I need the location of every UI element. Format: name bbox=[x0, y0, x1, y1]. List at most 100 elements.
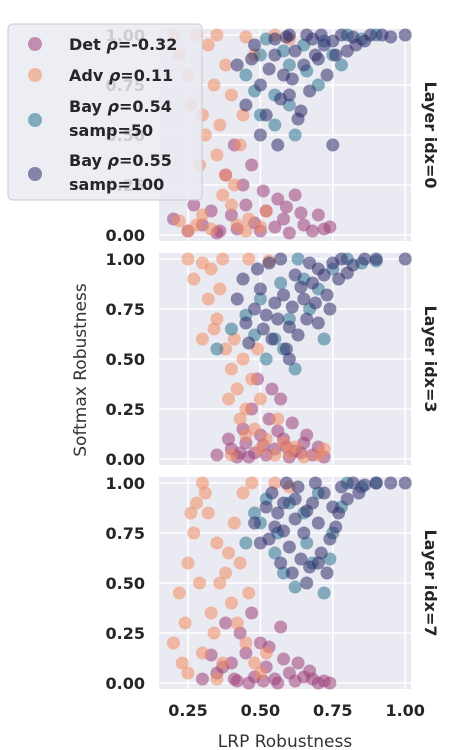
point-bay100 bbox=[248, 38, 262, 52]
point-adv bbox=[216, 188, 230, 202]
point-adv bbox=[239, 636, 253, 650]
point-adv bbox=[213, 118, 227, 132]
point-adv bbox=[253, 220, 267, 234]
point-det bbox=[233, 626, 247, 640]
point-adv bbox=[242, 586, 256, 600]
point-adv bbox=[224, 448, 238, 462]
point-adv bbox=[259, 432, 273, 446]
point-bay100 bbox=[294, 104, 308, 118]
point-adv bbox=[242, 252, 256, 266]
point-bay100 bbox=[274, 252, 288, 266]
point-bay100 bbox=[279, 476, 293, 490]
point-adv bbox=[213, 576, 227, 590]
point-adv bbox=[210, 312, 224, 326]
point-adv bbox=[195, 476, 209, 490]
legend-label-value: =0.11 bbox=[120, 66, 173, 85]
y-tick-label: 0.00 bbox=[106, 674, 145, 693]
point-adv bbox=[224, 198, 238, 212]
point-adv bbox=[198, 486, 212, 500]
point-adv bbox=[253, 666, 267, 680]
point-adv bbox=[187, 526, 201, 540]
point-adv bbox=[201, 506, 215, 520]
x-tick-label: 0.50 bbox=[241, 701, 280, 720]
point-det bbox=[282, 226, 296, 240]
point-det bbox=[303, 664, 317, 678]
point-bay100 bbox=[314, 546, 328, 560]
point-adv bbox=[216, 252, 230, 266]
point-bay100 bbox=[334, 480, 348, 494]
point-bay100 bbox=[369, 476, 383, 490]
point-det bbox=[245, 606, 259, 620]
point-bay100 bbox=[349, 38, 363, 52]
point-bay100 bbox=[245, 52, 259, 66]
point-adv bbox=[216, 656, 230, 670]
y-tick-label: 0.25 bbox=[106, 624, 145, 643]
point-bay100 bbox=[271, 138, 285, 152]
point-bay50 bbox=[291, 252, 305, 266]
point-adv bbox=[227, 332, 241, 346]
point-bay100 bbox=[369, 252, 383, 266]
point-adv bbox=[239, 428, 253, 442]
point-bay100 bbox=[323, 302, 337, 316]
point-adv bbox=[181, 252, 195, 266]
point-det bbox=[224, 208, 238, 222]
point-det bbox=[288, 188, 302, 202]
legend-label-value: =-0.32 bbox=[118, 35, 178, 54]
y-tick-label: 0.75 bbox=[106, 300, 145, 319]
point-det bbox=[300, 428, 314, 442]
point-bay100 bbox=[262, 62, 276, 76]
panel-points bbox=[181, 252, 412, 464]
point-adv bbox=[239, 402, 253, 416]
point-adv bbox=[233, 138, 247, 152]
point-bay50 bbox=[268, 546, 282, 560]
point-adv bbox=[227, 516, 241, 530]
legend-item: Bay ρ=0.55 samp=100 bbox=[28, 151, 172, 194]
point-bay100 bbox=[308, 48, 322, 62]
point-bay100 bbox=[268, 48, 282, 62]
point-bay100 bbox=[265, 332, 279, 346]
point-adv bbox=[181, 666, 195, 680]
point-bay100 bbox=[346, 476, 360, 490]
point-adv bbox=[236, 486, 250, 500]
point-det bbox=[271, 424, 285, 438]
point-adv bbox=[224, 596, 238, 610]
point-adv bbox=[317, 442, 331, 456]
point-bay100 bbox=[262, 532, 276, 546]
point-adv bbox=[213, 282, 227, 296]
point-adv bbox=[259, 646, 273, 660]
point-bay100 bbox=[259, 500, 273, 514]
point-bay100 bbox=[271, 506, 285, 520]
point-bay100 bbox=[268, 296, 282, 310]
point-bay100 bbox=[306, 276, 320, 290]
point-bay100 bbox=[334, 252, 348, 266]
y-tick-label: 0.00 bbox=[106, 450, 145, 469]
facet-label: Layer idx=7 bbox=[421, 529, 440, 636]
point-det bbox=[271, 676, 285, 690]
point-bay50 bbox=[334, 58, 348, 72]
point-adv bbox=[227, 178, 241, 192]
point-det bbox=[323, 676, 337, 690]
point-adv bbox=[181, 556, 195, 570]
point-bay100 bbox=[277, 288, 291, 302]
point-adv bbox=[195, 208, 209, 222]
point-bay100 bbox=[358, 252, 372, 266]
point-adv bbox=[219, 58, 233, 72]
point-bay100 bbox=[384, 476, 398, 490]
point-adv bbox=[204, 606, 218, 620]
point-adv bbox=[204, 262, 218, 276]
y-tick-label: 0.75 bbox=[106, 524, 145, 543]
point-bay100 bbox=[288, 512, 302, 526]
point-bay50 bbox=[268, 118, 282, 132]
point-det bbox=[277, 652, 291, 666]
point-bay100 bbox=[239, 316, 253, 330]
point-adv bbox=[239, 30, 253, 44]
point-bay100 bbox=[311, 556, 325, 570]
point-bay100 bbox=[248, 302, 262, 316]
point-bay100 bbox=[294, 280, 308, 294]
point-bay100 bbox=[314, 28, 328, 42]
point-adv bbox=[233, 412, 247, 426]
point-bay100 bbox=[320, 288, 334, 302]
y-tick-label: 1.00 bbox=[106, 250, 145, 269]
point-bay100 bbox=[300, 28, 314, 42]
